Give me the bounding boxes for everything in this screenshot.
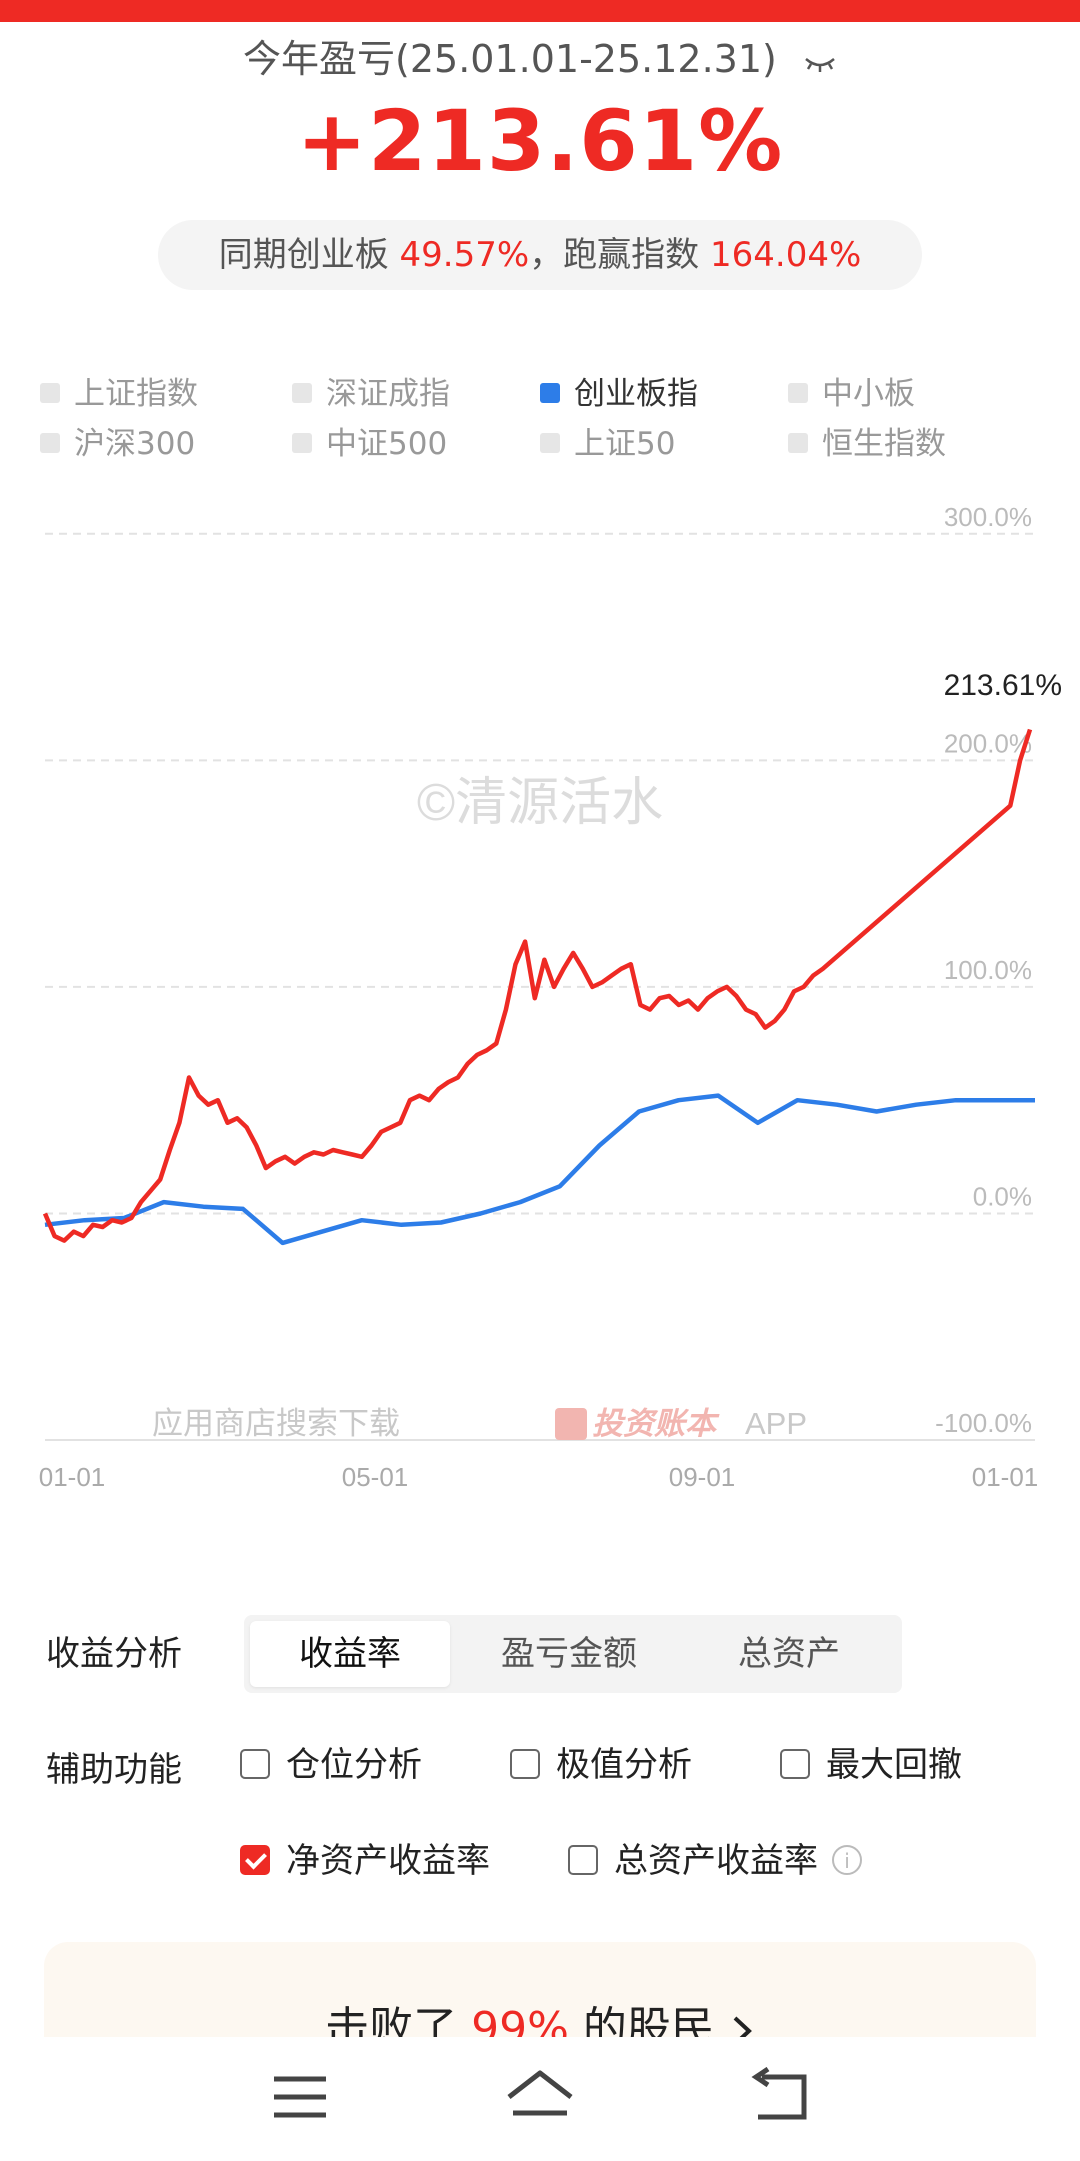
checkbox-box	[780, 1748, 810, 1779]
legend-swatch	[292, 432, 312, 453]
checkbox-extreme-analysis[interactable]: 极值分析	[510, 1740, 692, 1790]
checkbox-net-asset-return[interactable]: 净资产收益率	[240, 1836, 490, 1886]
legend-label: 上证50	[574, 426, 676, 462]
end-value-label: 213.61%	[944, 669, 1062, 702]
y-axis-ticks: 300.0% 200.0% 100.0% 0.0% -100.0%	[935, 502, 1032, 1438]
back-icon[interactable]	[748, 2066, 812, 2131]
analysis-tabs: 收益率 盈亏金额 总资产	[244, 1615, 902, 1693]
legend-item-sh[interactable]: 上证指数	[40, 372, 198, 416]
beat-banner[interactable]: 击败了 99% 的股民	[44, 1942, 1036, 2037]
legend-swatch	[40, 432, 60, 453]
checkbox-box	[568, 1844, 598, 1875]
tab-return-rate[interactable]: 收益率	[250, 1621, 450, 1687]
legend-item-sz[interactable]: 深证成指	[292, 372, 450, 416]
y-tick-label: 300.0%	[944, 502, 1032, 532]
watermark-suffix: APP	[745, 1406, 807, 1441]
beat-suffix: 的股民	[582, 2003, 715, 2037]
legend-item-hs300[interactable]: 沪深300	[40, 422, 195, 466]
x-tick-label: 01-01	[972, 1462, 1039, 1492]
portfolio-return-line	[42, 728, 1033, 1243]
watermark-brand: 投资账本	[592, 1406, 720, 1441]
eye-closed-icon[interactable]	[803, 40, 837, 84]
comparison-separator: ，跑赢指数	[529, 235, 700, 275]
legend-item-zxb[interactable]: 中小板	[788, 372, 915, 416]
total-return: +213.61%	[296, 92, 784, 190]
beat-text: 击败了 99% 的股民	[44, 1992, 1036, 2037]
chart-grid	[45, 532, 1035, 1441]
system-nav-bar	[0, 2037, 1080, 2161]
legend-swatch	[540, 432, 560, 453]
checkbox-position-analysis[interactable]: 仓位分析	[240, 1740, 422, 1790]
excess-return: 164.04%	[710, 235, 862, 275]
legend-item-zz500[interactable]: 中证500	[292, 422, 447, 466]
beat-value: 99%	[471, 2003, 569, 2037]
legend-swatch	[788, 382, 808, 403]
watermark-prefix: 应用商店搜索下载	[152, 1406, 400, 1441]
legend-label: 沪深300	[74, 426, 196, 462]
beat-prefix: 击败了	[325, 2003, 458, 2037]
checkbox-label: 最大回撤	[826, 1745, 962, 1785]
period-label: 今年盈亏(25.01.01-25.12.31)	[243, 37, 777, 81]
legend-swatch	[292, 382, 312, 403]
legend-item-cyb[interactable]: 创业板指	[540, 372, 698, 416]
chevron-right-icon	[729, 2003, 755, 2037]
analysis-label: 收益分析	[46, 1634, 182, 1674]
index-comparison-pill: 同期创业板 49.57%，跑赢指数 164.04%	[158, 220, 922, 290]
legend-swatch	[540, 382, 560, 403]
y-tick-label: -100.0%	[935, 1408, 1032, 1438]
checkbox-checked-icon	[240, 1844, 270, 1875]
legend-label: 中证500	[326, 426, 448, 462]
legend-item-sz50[interactable]: 上证50	[540, 422, 675, 466]
brand-logo-icon	[555, 1408, 587, 1440]
x-tick-label: 01-01	[39, 1462, 106, 1492]
top-accent-bar	[0, 0, 1080, 22]
legend-label: 恒生指数	[822, 426, 946, 462]
aux-label: 辅助功能	[46, 1750, 182, 1790]
legend-swatch	[40, 382, 60, 403]
tab-total-assets[interactable]: 总资产	[738, 1634, 840, 1674]
checkbox-label: 极值分析	[556, 1745, 692, 1785]
checkbox-total-asset-return[interactable]: 总资产收益率 i	[568, 1836, 862, 1886]
y-tick-label: 0.0%	[973, 1181, 1032, 1211]
legend-swatch	[788, 432, 808, 453]
index-return: 49.57%	[399, 235, 530, 275]
index-return-line	[44, 1093, 1035, 1246]
period-header: 今年盈亏(25.01.01-25.12.31)	[0, 28, 1080, 84]
x-axis-ticks: 01-01 05-01 09-01 01-01	[39, 1462, 1039, 1492]
chart-watermark: ©清源活水	[417, 774, 663, 832]
info-icon[interactable]: i	[832, 1844, 862, 1875]
return-chart[interactable]: 300.0% 200.0% 100.0% 0.0% -100.0% ©清源活水 应用商店…	[0, 490, 1080, 1500]
legend-label: 中小板	[822, 376, 915, 412]
x-tick-label: 09-01	[669, 1462, 736, 1492]
checkbox-box	[240, 1748, 270, 1779]
legend-item-hsi[interactable]: 恒生指数	[788, 422, 946, 466]
chart-series	[42, 728, 1035, 1246]
comparison-prefix: 同期创业板	[218, 235, 389, 275]
checkbox-label: 净资产收益率	[286, 1841, 490, 1881]
x-tick-label: 05-01	[342, 1462, 409, 1492]
tab-profit-amount[interactable]: 盈亏金额	[501, 1634, 637, 1674]
menu-icon[interactable]	[270, 2067, 330, 2131]
legend-label: 上证指数	[74, 376, 198, 412]
checkbox-label: 仓位分析	[286, 1745, 422, 1785]
checkbox-max-drawdown[interactable]: 最大回撤	[780, 1740, 962, 1790]
y-tick-label: 200.0%	[944, 728, 1032, 758]
y-tick-label: 100.0%	[944, 955, 1032, 985]
home-icon[interactable]	[505, 2067, 575, 2131]
checkbox-box	[510, 1748, 540, 1779]
checkbox-label: 总资产收益率	[614, 1841, 818, 1881]
footer-watermark: 应用商店搜索下载 投资账本 APP	[152, 1406, 807, 1441]
legend-label: 深证成指	[326, 376, 450, 412]
legend-label: 创业板指	[574, 376, 698, 412]
